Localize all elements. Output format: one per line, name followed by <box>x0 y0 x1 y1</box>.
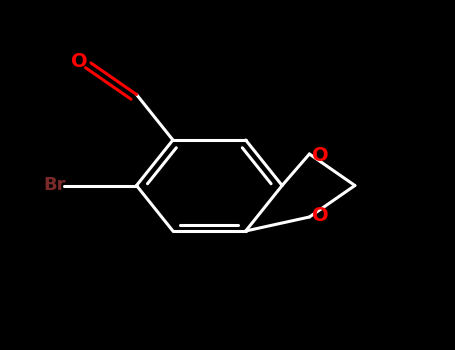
Text: Br: Br <box>44 176 66 195</box>
Text: O: O <box>312 146 329 165</box>
Text: O: O <box>312 206 329 225</box>
Text: O: O <box>71 52 88 71</box>
